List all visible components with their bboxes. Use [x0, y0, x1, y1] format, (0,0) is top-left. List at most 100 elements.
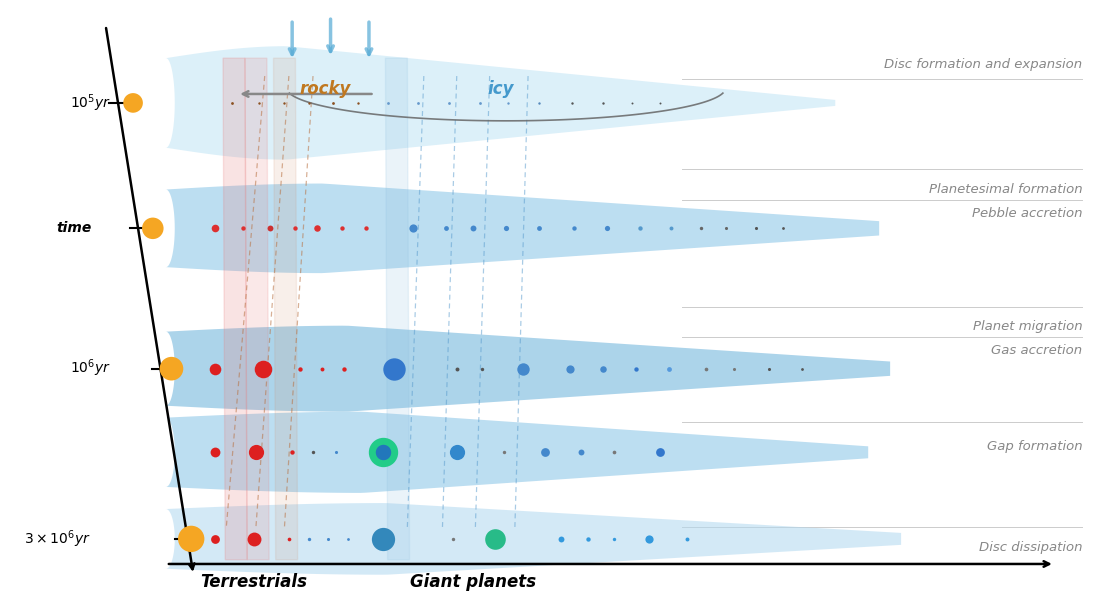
- Point: [404, 224, 421, 233]
- Point: [651, 448, 669, 457]
- Point: [207, 224, 224, 233]
- Text: rocky: rocky: [299, 80, 351, 98]
- Text: time: time: [56, 221, 91, 235]
- Text: Pebble accretion: Pebble accretion: [971, 207, 1082, 220]
- Point: [276, 98, 294, 108]
- Point: [662, 224, 680, 233]
- Point: [320, 534, 338, 544]
- Text: Giant planets: Giant planets: [410, 574, 537, 592]
- Text: Planetesimal formation: Planetesimal formation: [928, 183, 1082, 196]
- Point: [605, 534, 623, 544]
- Point: [464, 224, 482, 233]
- Point: [660, 364, 678, 373]
- Point: [234, 224, 252, 233]
- Point: [314, 364, 331, 373]
- Point: [572, 448, 590, 457]
- Point: [448, 364, 465, 373]
- Point: [440, 98, 458, 108]
- Point: [497, 224, 515, 233]
- Point: [349, 98, 366, 108]
- Point: [594, 364, 612, 373]
- Point: [726, 364, 744, 373]
- Point: [248, 448, 265, 457]
- Point: [300, 534, 318, 544]
- Point: [471, 98, 488, 108]
- Point: [773, 224, 791, 233]
- Point: [262, 224, 279, 233]
- Point: [495, 448, 513, 457]
- Point: [223, 98, 241, 108]
- Point: [651, 98, 669, 108]
- Polygon shape: [385, 58, 409, 560]
- Point: [207, 448, 224, 457]
- Point: [251, 98, 268, 108]
- Point: [594, 98, 612, 108]
- Point: [356, 224, 374, 233]
- Point: [207, 534, 224, 544]
- Point: [284, 448, 301, 457]
- Point: [693, 224, 711, 233]
- Polygon shape: [223, 58, 248, 560]
- Text: Disc dissipation: Disc dissipation: [979, 541, 1082, 554]
- Polygon shape: [166, 46, 835, 160]
- Polygon shape: [166, 503, 901, 575]
- Point: [640, 534, 658, 544]
- Point: [486, 534, 504, 544]
- Point: [530, 224, 548, 233]
- Point: [292, 364, 309, 373]
- Point: [679, 534, 696, 544]
- Point: [124, 98, 142, 108]
- Point: [332, 224, 350, 233]
- Point: [448, 448, 465, 457]
- Point: [280, 534, 298, 544]
- Text: $3\times10^6$yr: $3\times10^6$yr: [24, 528, 91, 550]
- Point: [605, 448, 623, 457]
- Point: [565, 224, 583, 233]
- Point: [760, 364, 778, 373]
- Point: [697, 364, 715, 373]
- Point: [378, 98, 396, 108]
- Point: [561, 364, 579, 373]
- Point: [339, 534, 356, 544]
- Point: [309, 224, 327, 233]
- Text: Planet migration: Planet migration: [972, 320, 1082, 334]
- Point: [444, 534, 462, 544]
- Point: [385, 364, 403, 373]
- Point: [563, 98, 581, 108]
- Point: [323, 98, 341, 108]
- Polygon shape: [274, 58, 298, 560]
- Point: [163, 364, 180, 373]
- Polygon shape: [245, 58, 270, 560]
- Point: [245, 534, 263, 544]
- Point: [473, 364, 491, 373]
- Point: [374, 448, 392, 457]
- Polygon shape: [166, 412, 868, 493]
- Point: [254, 364, 272, 373]
- Point: [409, 98, 427, 108]
- Polygon shape: [166, 184, 879, 273]
- Point: [717, 224, 735, 233]
- Point: [327, 448, 344, 457]
- Point: [300, 98, 318, 108]
- Point: [144, 224, 162, 233]
- Point: [437, 224, 454, 233]
- Text: Gas accretion: Gas accretion: [991, 344, 1082, 357]
- Point: [536, 448, 553, 457]
- Point: [287, 224, 305, 233]
- Point: [183, 534, 200, 544]
- Point: [499, 98, 517, 108]
- Point: [580, 534, 597, 544]
- Point: [207, 364, 224, 373]
- Point: [552, 534, 570, 544]
- Point: [793, 364, 811, 373]
- Point: [374, 534, 392, 544]
- Point: [627, 364, 645, 373]
- Point: [305, 448, 322, 457]
- Text: Gap formation: Gap formation: [987, 440, 1082, 453]
- Point: [598, 224, 616, 233]
- Text: Terrestrials: Terrestrials: [200, 574, 307, 592]
- Point: [514, 364, 531, 373]
- Text: $10^5$yr: $10^5$yr: [70, 92, 111, 114]
- Text: $10^6$yr: $10^6$yr: [70, 358, 111, 379]
- Point: [624, 98, 641, 108]
